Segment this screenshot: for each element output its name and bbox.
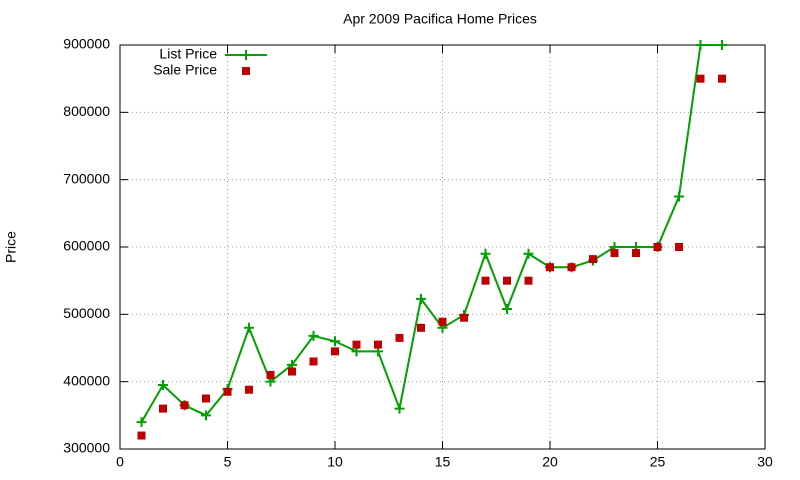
legend-label: Sale Price [153,62,217,78]
point-marker [460,313,468,322]
y-tick-label: 900000 [63,36,110,52]
x-tick-label: 10 [327,454,343,470]
point-marker [159,404,167,413]
point-marker [502,303,512,314]
point-marker [438,317,447,326]
y-tick-label: 400000 [63,372,110,388]
point-marker [417,323,425,332]
point-marker [331,347,339,356]
point-marker [137,431,146,440]
point-marker [352,340,361,349]
x-tick-label: 15 [435,454,451,470]
point-marker [223,387,232,396]
point-marker [546,263,554,272]
point-marker [136,417,147,428]
point-marker [718,74,726,83]
point-marker [523,248,534,259]
point-marker [202,394,210,403]
y-axis-label: Price [3,231,19,263]
y-tick-label: 600000 [63,238,110,254]
point-marker [589,255,597,264]
point-marker [308,330,319,341]
point-marker [524,276,533,285]
point-marker [503,276,511,285]
point-marker [201,410,211,421]
legend-marker [241,50,251,60]
point-marker [416,293,426,304]
point-marker [717,40,727,50]
y-tick-label: 700000 [63,170,110,186]
x-tick-label: 25 [650,454,666,470]
series-line [140,44,722,423]
point-marker [674,191,684,202]
x-tick-label: 0 [116,454,124,470]
point-marker [180,401,189,410]
point-marker [481,276,490,285]
y-tick-label: 800000 [63,103,110,119]
x-tick-label: 20 [542,454,558,470]
legend-marker [242,67,250,75]
y-tick-label: 500000 [63,305,110,321]
point-marker [244,322,254,333]
plot-frame [119,44,766,450]
x-tick-label: 30 [757,454,773,470]
point-marker [632,249,640,258]
point-marker [245,385,253,394]
point-marker [653,243,662,251]
point-marker [288,367,296,376]
point-marker [696,74,705,83]
x-tick-label: 5 [224,454,232,470]
point-marker [394,403,405,414]
y-tick-label: 300000 [63,440,110,456]
point-marker [330,336,340,347]
point-marker [675,243,683,251]
point-marker [266,370,275,379]
point-marker [610,249,619,258]
point-marker [374,340,382,349]
point-marker [395,333,404,342]
chart-title: Apr 2009 Pacifica Home Prices [343,11,537,27]
legend-label: List Price [159,46,217,62]
point-marker [695,40,706,50]
point-marker [567,263,576,272]
point-marker [309,357,318,366]
point-marker [480,248,491,259]
point-marker [158,380,168,391]
